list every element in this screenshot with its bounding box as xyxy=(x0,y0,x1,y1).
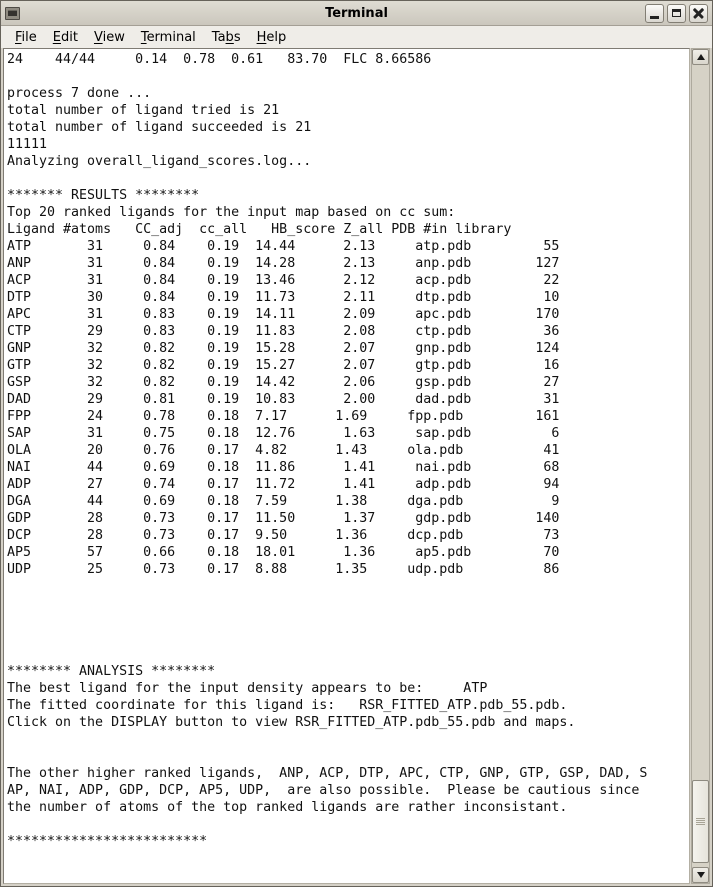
scrollbar-thumb[interactable] xyxy=(692,780,709,863)
scroll-up-button[interactable] xyxy=(692,49,709,65)
scrollbar-trough[interactable] xyxy=(692,65,709,867)
menu-edit[interactable]: Edit xyxy=(52,29,78,45)
menu-file[interactable]: File xyxy=(15,29,37,45)
terminal-output[interactable]: 24 44/44 0.14 0.78 0.61 83.70 FLC 8.6658… xyxy=(3,48,690,884)
menu-help[interactable]: Help xyxy=(256,29,287,45)
maximize-icon xyxy=(672,9,681,17)
window-title: Terminal xyxy=(325,5,388,21)
menu-view[interactable]: View xyxy=(93,29,125,45)
close-button[interactable] xyxy=(689,3,708,23)
minimize-icon xyxy=(650,16,659,19)
arrow-down-icon xyxy=(696,872,705,878)
maximize-button[interactable] xyxy=(667,3,686,23)
terminal-content: 24 44/44 0.14 0.78 0.61 83.70 FLC 8.6658… xyxy=(1,48,712,886)
titlebar[interactable]: Terminal xyxy=(1,1,712,26)
vertical-scrollbar[interactable] xyxy=(691,48,710,884)
minimize-button[interactable] xyxy=(645,3,664,23)
thumb-grip-icon xyxy=(696,818,705,825)
arrow-up-icon xyxy=(696,54,705,60)
menubar: File Edit View Terminal Tabs Help xyxy=(1,26,712,48)
terminal-window-icon xyxy=(5,6,20,20)
menu-terminal[interactable]: Terminal xyxy=(140,29,196,45)
scroll-down-button[interactable] xyxy=(692,867,709,883)
window-buttons xyxy=(645,3,708,23)
close-icon xyxy=(693,8,704,19)
menu-tabs[interactable]: Tabs xyxy=(211,29,241,45)
